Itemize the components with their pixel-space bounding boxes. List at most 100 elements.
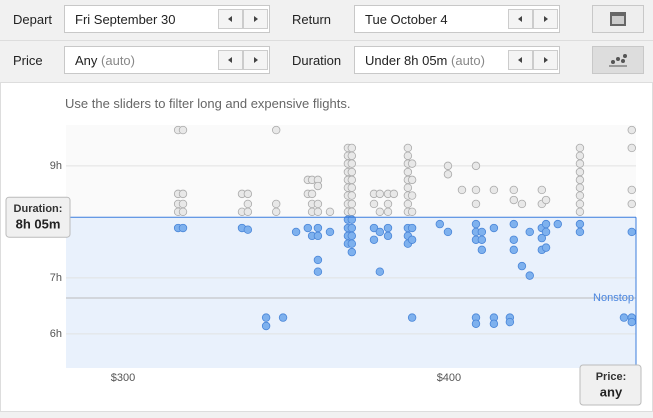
flight-point [375, 189, 385, 199]
flight-point [575, 183, 585, 192]
prev-button[interactable] [218, 9, 243, 29]
flight-point [313, 231, 323, 241]
flight-point [489, 319, 499, 328]
flight-point [619, 313, 629, 322]
flight-point [178, 125, 188, 135]
flight-point [272, 199, 281, 209]
next-button[interactable] [243, 9, 268, 29]
flight-point [313, 199, 323, 209]
next-button[interactable] [533, 50, 558, 70]
flight-point [537, 233, 547, 243]
flight-point [407, 159, 417, 168]
flight-point [575, 207, 585, 216]
flight-point [347, 223, 357, 233]
flight-point [443, 161, 453, 171]
flight-point [627, 317, 636, 327]
flight-point [178, 199, 188, 209]
flight-point [261, 313, 271, 322]
flight-point [261, 321, 271, 331]
flight-point [325, 227, 335, 237]
flight-point [178, 223, 188, 233]
handle-box [579, 364, 642, 406]
flight-point [383, 231, 393, 241]
flight-point [313, 255, 323, 265]
flight-point [407, 235, 417, 244]
flight-point [278, 313, 288, 322]
duration-value: Under 8h 05m [365, 53, 448, 68]
prev-button[interactable] [218, 50, 243, 70]
flight-point [627, 227, 636, 237]
flight-point [627, 199, 636, 209]
flight-point [575, 191, 585, 200]
return-input[interactable]: Tue October 4 [354, 5, 560, 33]
flight-point [272, 207, 281, 216]
next-button[interactable] [243, 50, 268, 70]
prev-button[interactable] [508, 50, 533, 70]
flight-point [407, 191, 417, 200]
duration-handle-value: 8h 05m [16, 217, 61, 232]
calendar-button[interactable] [592, 5, 644, 33]
flight-point [477, 235, 487, 244]
flight-point [505, 317, 515, 327]
flight-point [369, 199, 379, 209]
flight-point [403, 183, 413, 192]
flight-point [517, 261, 527, 271]
y-tick-label: 7h [50, 272, 62, 284]
flight-point [575, 219, 585, 229]
flight-point [471, 161, 481, 171]
flight-point [407, 207, 417, 216]
scatter-button[interactable] [592, 46, 644, 74]
duration-label: Duration [292, 53, 342, 68]
y-tick-label: 9h [50, 160, 62, 172]
flight-point [509, 195, 518, 205]
flight-point [403, 167, 413, 177]
flight-point [403, 143, 413, 153]
flight-point [489, 223, 499, 233]
price-input[interactable]: Any (auto) [64, 46, 270, 74]
flight-point [347, 183, 357, 192]
depart-label: Depart [13, 12, 53, 27]
flight-point [243, 199, 253, 209]
flight-point [403, 199, 413, 209]
flight-point [407, 223, 417, 233]
depart-input[interactable]: Fri September 30 [64, 5, 270, 33]
price-handle[interactable]: Price:any [579, 364, 642, 406]
next-button[interactable] [533, 9, 558, 29]
flight-point [178, 207, 188, 216]
flight-point [525, 271, 534, 280]
flight-point [575, 143, 585, 153]
duration-input[interactable]: Under 8h 05m (auto) [354, 46, 560, 74]
flight-point [307, 189, 317, 199]
flight-point [489, 185, 499, 195]
flight-point [347, 143, 357, 153]
flight-point [347, 239, 357, 248]
flight-point [627, 125, 636, 135]
flight-point [443, 227, 453, 237]
flight-point [575, 175, 585, 185]
flight-point [347, 167, 357, 177]
flight-point [403, 151, 413, 160]
prev-button[interactable] [508, 9, 533, 29]
y-tick-label: 6h [50, 328, 62, 340]
flight-point [375, 227, 385, 237]
handle-box [5, 196, 71, 238]
flight-point [347, 231, 357, 241]
flight-point [313, 181, 323, 191]
flight-point [272, 125, 281, 135]
flight-point [541, 195, 551, 205]
price-hint: (auto) [101, 53, 135, 68]
flight-point [375, 267, 385, 276]
duration-handle-label: Duration: [14, 203, 63, 215]
flight-point [509, 219, 518, 229]
flight-point [627, 185, 636, 195]
flight-point [369, 235, 379, 244]
duration-handle[interactable]: Duration: 8h 05m [5, 196, 71, 238]
flight-point [477, 245, 487, 255]
price-handle-label: Price: [596, 371, 627, 383]
flight-point [443, 170, 453, 179]
flight-point [375, 207, 385, 216]
flight-point [471, 219, 481, 229]
flight-point [291, 227, 301, 237]
flight-point [537, 185, 547, 195]
